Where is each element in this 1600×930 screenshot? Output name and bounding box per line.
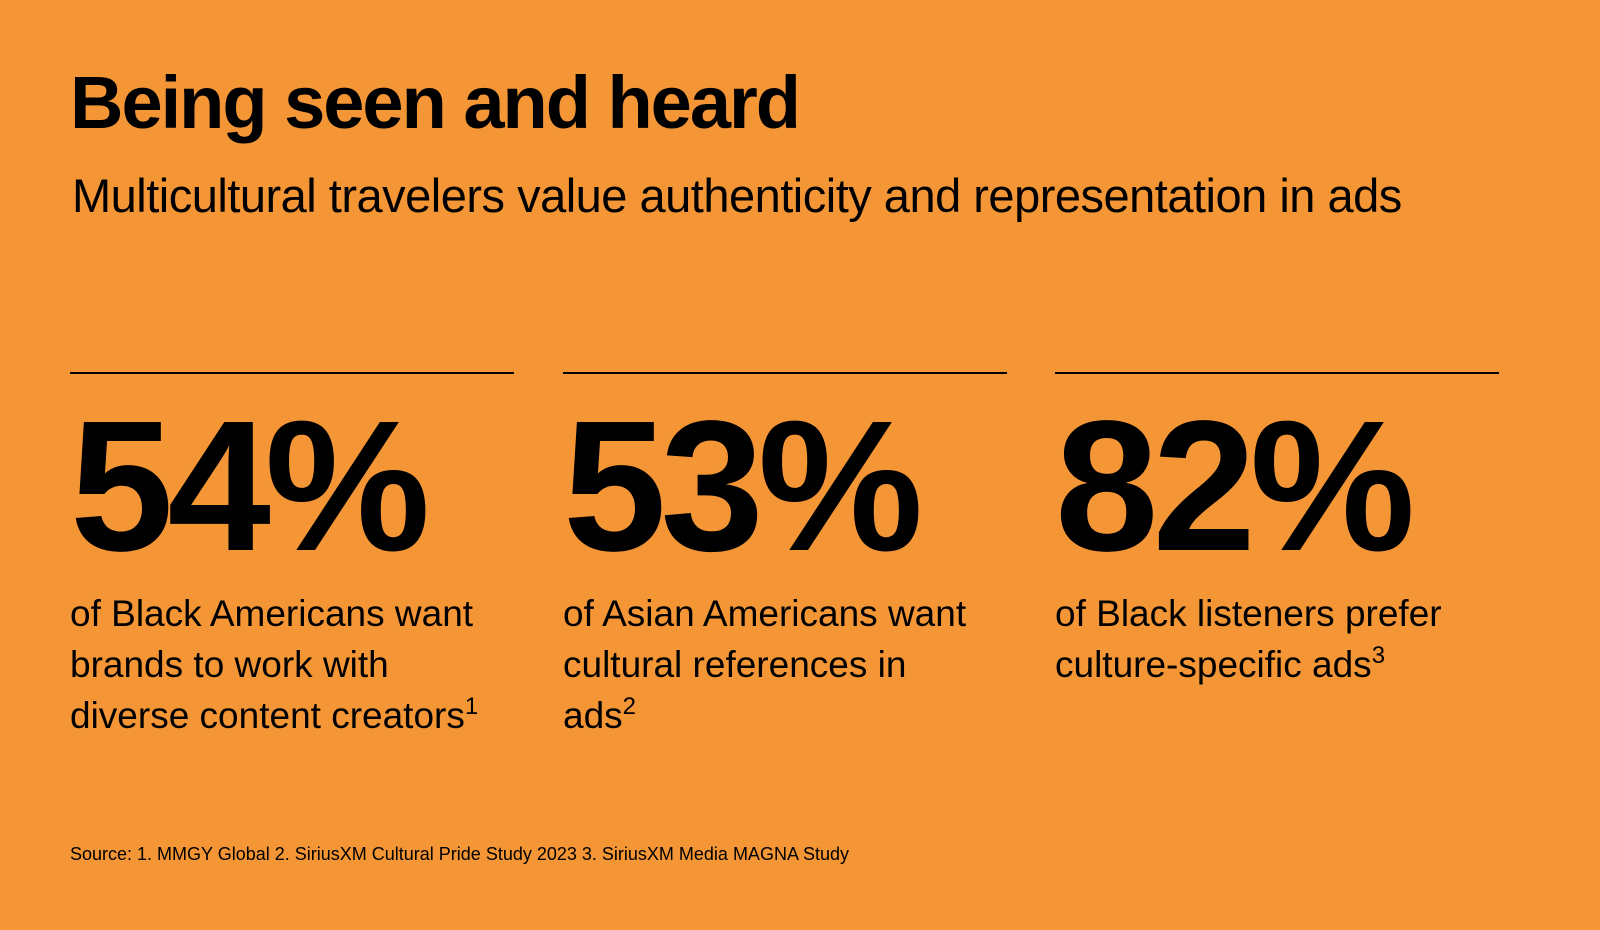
stat-description: of Black Americans want brands to work w…	[70, 593, 474, 736]
stat-description: of Black listeners prefer culture-specif…	[1055, 593, 1442, 685]
stat-figure: 54%	[70, 383, 430, 590]
subtitle: Multicultural travelers value authentici…	[72, 169, 1402, 222]
stat-card: 54% of Black Americans want brands to wo…	[70, 372, 514, 741]
source-note: Source: 1. MMGY Global 2. SiriusXM Cultu…	[70, 844, 849, 864]
footnote-ref: 3	[1371, 642, 1386, 669]
stat-text: of Asian Americans want cultural referen…	[563, 588, 988, 741]
title: Being seen and heard	[70, 61, 801, 144]
stat-description: of Asian Americans want cultural referen…	[563, 593, 967, 736]
stat-card: 82% of Black listeners prefer culture-sp…	[1055, 372, 1499, 690]
stat-figure: 82%	[1055, 383, 1415, 590]
footnote-ref: 2	[622, 693, 637, 720]
stat-text: of Black Americans want brands to work w…	[70, 588, 510, 741]
stat-card: 53% of Asian Americans want cultural ref…	[563, 372, 1007, 741]
footnote-ref: 1	[464, 693, 479, 720]
stat-figure: 53%	[563, 383, 923, 590]
stat-text: of Black listeners prefer culture-specif…	[1055, 588, 1495, 690]
